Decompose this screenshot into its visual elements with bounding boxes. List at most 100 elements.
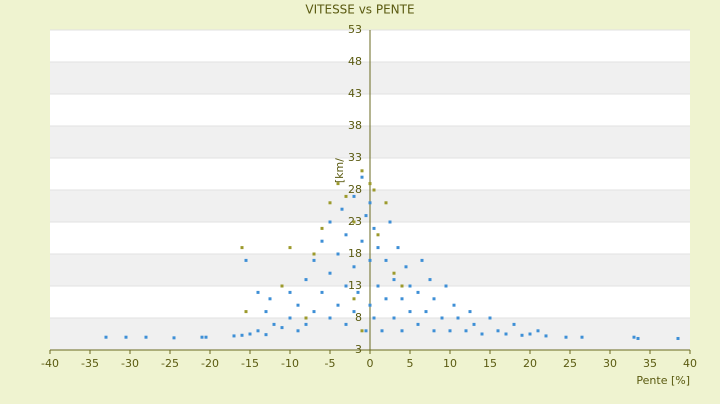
point	[296, 303, 300, 307]
point	[536, 329, 540, 333]
x-tick-label: -15	[241, 357, 259, 370]
point	[244, 258, 248, 262]
point	[468, 310, 472, 314]
y-tick-label: 33	[348, 151, 362, 164]
point	[200, 335, 204, 339]
point	[376, 233, 380, 237]
point	[256, 290, 260, 294]
point	[496, 329, 500, 333]
point	[264, 333, 268, 337]
point	[256, 329, 260, 333]
point	[304, 316, 308, 320]
point	[144, 335, 148, 339]
x-tick-label: -20	[201, 357, 219, 370]
point	[528, 332, 532, 336]
point	[328, 201, 332, 205]
point	[344, 233, 348, 237]
point	[368, 182, 372, 186]
point	[372, 316, 376, 320]
point	[432, 297, 436, 301]
point	[368, 303, 372, 307]
point	[352, 265, 356, 269]
x-tick-label: 15	[483, 357, 497, 370]
x-tick-label: 10	[443, 357, 457, 370]
point	[336, 303, 340, 307]
x-tick-label: 20	[523, 357, 537, 370]
point	[204, 335, 208, 339]
point	[408, 284, 412, 288]
point	[288, 316, 292, 320]
point	[512, 322, 516, 326]
point	[336, 252, 340, 256]
x-tick-label: -5	[325, 357, 336, 370]
point	[352, 194, 356, 198]
point	[400, 329, 404, 333]
point	[232, 334, 236, 338]
point	[452, 303, 456, 307]
point	[400, 297, 404, 301]
point	[240, 333, 244, 337]
y-tick-label: 18	[348, 247, 362, 260]
point	[344, 322, 348, 326]
point	[104, 335, 108, 339]
point	[544, 334, 548, 338]
point	[368, 258, 372, 262]
point	[352, 310, 356, 314]
y-tick-label: 28	[348, 183, 362, 196]
y-tick-label: 43	[348, 87, 362, 100]
point	[340, 207, 344, 211]
point	[392, 278, 396, 282]
y-tick-label: 48	[348, 55, 362, 68]
point	[312, 310, 316, 314]
point	[304, 278, 308, 282]
point	[124, 335, 128, 339]
x-tick-label: 40	[683, 357, 697, 370]
y-tick-label: 53	[348, 23, 362, 36]
point	[416, 322, 420, 326]
x-tick-label: -40	[41, 357, 59, 370]
point	[288, 246, 292, 250]
point	[384, 258, 388, 262]
point	[356, 290, 360, 294]
point	[240, 246, 244, 250]
point	[272, 322, 276, 326]
point	[428, 278, 432, 282]
point	[636, 336, 640, 340]
point	[264, 310, 268, 314]
point	[472, 322, 476, 326]
point	[328, 316, 332, 320]
point	[580, 335, 584, 339]
point	[504, 332, 508, 336]
point	[424, 310, 428, 314]
x-tick-label: 30	[603, 357, 617, 370]
point	[172, 336, 176, 340]
point	[384, 201, 388, 205]
point	[376, 246, 380, 250]
chart-title: VITESSE vs PENTE	[305, 3, 414, 17]
point	[244, 310, 248, 314]
x-tick-label: 25	[563, 357, 577, 370]
point	[344, 194, 348, 198]
point	[420, 258, 424, 262]
point	[388, 220, 392, 224]
point	[380, 329, 384, 333]
point	[408, 310, 412, 314]
x-tick-label: -35	[81, 357, 99, 370]
y-tick-label: 13	[348, 279, 362, 292]
point	[344, 284, 348, 288]
point	[392, 271, 396, 275]
point	[360, 329, 364, 333]
point	[480, 332, 484, 336]
point	[444, 284, 448, 288]
point	[396, 246, 400, 250]
point	[268, 297, 272, 301]
x-axis-label: Pente [%]	[636, 374, 690, 387]
point	[520, 333, 524, 337]
point	[328, 220, 332, 224]
x-tick-label: -25	[161, 357, 179, 370]
point	[676, 336, 680, 340]
x-tick-label: 5	[407, 357, 414, 370]
point	[364, 214, 368, 218]
point	[488, 316, 492, 320]
